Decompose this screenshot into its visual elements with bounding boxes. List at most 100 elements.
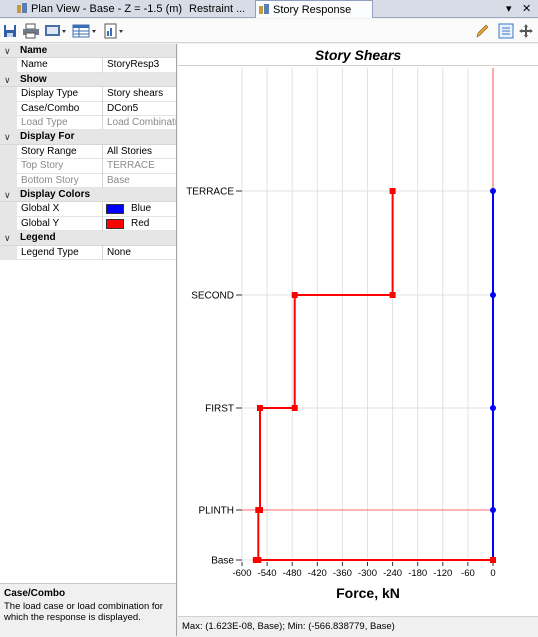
tab-plan-view[interactable]: Plan View - Base - Z = -1.5 (m) xyxy=(14,0,184,18)
tab-story-response-label: Story Response xyxy=(273,4,352,16)
category-name[interactable]: ∨ Name xyxy=(0,44,176,59)
tab-story-response[interactable]: Story Response xyxy=(255,0,373,18)
category-display-colors[interactable]: ∨ Display Colors xyxy=(0,188,176,203)
x-tick-label: -120 xyxy=(433,568,452,579)
color-swatch-blue[interactable] xyxy=(106,204,124,215)
column-divider xyxy=(102,144,103,160)
data-point xyxy=(490,557,496,563)
row-gutter xyxy=(0,144,17,160)
category-legend[interactable]: ∨ Legend xyxy=(0,231,176,246)
data-point xyxy=(490,405,496,411)
x-tick-label: -300 xyxy=(358,568,377,579)
chart-plot[interactable]: -600 -540 -480 -420 -360 -300 -240 -180 -120 -60 0… xyxy=(178,44,538,616)
building-icon xyxy=(17,3,27,13)
pan-icon[interactable] xyxy=(518,23,534,39)
property-row-global-y[interactable]: Global Y Red xyxy=(0,216,176,232)
status-bar: Max: (1.623E-08, Base); Min: (-566.83877… xyxy=(178,616,538,636)
property-row-global-x[interactable]: Global X Blue xyxy=(0,202,176,217)
color-swatch-red[interactable] xyxy=(106,218,124,229)
building-icon xyxy=(259,4,269,14)
story-label: FIRST xyxy=(205,404,234,415)
row-gutter xyxy=(0,116,17,131)
property-label: Case/Combo xyxy=(21,102,80,114)
column-divider xyxy=(102,173,103,188)
property-label: Bottom Story xyxy=(21,174,79,186)
category-display-for-label: Display For xyxy=(20,131,75,143)
row-gutter xyxy=(0,202,17,217)
pencil-icon[interactable] xyxy=(475,23,489,39)
collapse-chevron-icon[interactable]: ∨ xyxy=(4,233,11,244)
data-point xyxy=(255,507,262,513)
row-gutter xyxy=(0,245,17,260)
property-label: Load Type xyxy=(21,117,68,128)
data-point xyxy=(256,405,263,411)
tab-menu-chevron-down-icon[interactable]: ▾ xyxy=(506,3,512,15)
property-value[interactable]: None xyxy=(107,246,131,258)
column-divider xyxy=(102,159,103,174)
collapse-chevron-icon[interactable]: ∨ xyxy=(4,132,11,143)
property-row-name[interactable]: Name StoryResp3 xyxy=(0,58,176,73)
category-display-for[interactable]: ∨ Display For xyxy=(0,130,176,145)
property-row-legend-type[interactable]: Legend Type None xyxy=(0,245,176,260)
property-label: Global Y xyxy=(21,217,60,229)
category-show[interactable]: ∨ Show xyxy=(0,72,176,88)
property-value[interactable]: DCon5 xyxy=(107,102,139,114)
property-value: Base xyxy=(107,174,130,186)
tab-plan-view-label: Plan View - Base - Z = -1.5 (m) xyxy=(31,3,183,15)
x-tick-label: -360 xyxy=(333,568,352,579)
display-options-icon[interactable] xyxy=(44,23,68,39)
property-label: Story Range xyxy=(21,145,77,157)
report-icon[interactable] xyxy=(103,23,125,39)
row-gutter xyxy=(0,87,17,102)
property-row-bottom-story: Bottom Story Base xyxy=(0,173,176,188)
save-icon[interactable] xyxy=(3,23,17,39)
property-row-story-range[interactable]: Story Range All Stories xyxy=(0,144,176,160)
row-gutter xyxy=(0,216,17,232)
document-tab-strip: Plan View - Base - Z = -1.5 (m) Restrain… xyxy=(0,0,538,18)
data-point xyxy=(490,188,496,194)
color-name: Blue xyxy=(131,203,152,215)
category-show-label: Show xyxy=(20,73,47,85)
column-divider xyxy=(102,202,103,217)
x-tick-label: -480 xyxy=(283,568,302,579)
tab-restraint[interactable]: Restraint ... xyxy=(187,0,251,18)
print-icon[interactable] xyxy=(22,23,40,39)
column-divider xyxy=(102,87,103,102)
column-divider xyxy=(102,101,103,116)
list-icon[interactable] xyxy=(498,23,514,39)
property-description-box: Case/Combo The load case or load combina… xyxy=(0,583,176,636)
data-point xyxy=(490,507,496,513)
x-tick-label: -180 xyxy=(408,568,427,579)
property-row-case-combo[interactable]: Case/Combo DCon5 xyxy=(0,101,176,116)
description-text: The load case or load combination for wh… xyxy=(4,601,163,623)
story-label: PLINTH xyxy=(198,506,234,517)
story-response-chart: Story Shears -600 -540 -480 -420 -360 -300 -24… xyxy=(178,44,538,636)
row-gutter xyxy=(0,101,17,116)
series-line-global-y xyxy=(255,191,493,561)
data-point xyxy=(389,188,396,194)
property-row-display-type[interactable]: Display Type Story shears xyxy=(0,87,176,102)
column-divider xyxy=(102,245,103,260)
row-gutter xyxy=(0,159,17,174)
data-point xyxy=(291,405,298,411)
property-value[interactable]: Story shears xyxy=(107,88,164,100)
data-point xyxy=(389,292,396,298)
row-gutter xyxy=(0,173,17,188)
collapse-chevron-icon[interactable]: ∨ xyxy=(4,46,11,56)
property-value: TERRACE xyxy=(107,160,155,172)
property-row-top-story: Top Story TERRACE xyxy=(0,159,176,174)
property-value[interactable]: All Stories xyxy=(107,145,153,157)
x-tick-label: 0 xyxy=(490,568,495,579)
collapse-chevron-icon[interactable]: ∨ xyxy=(4,74,11,85)
property-grid: ∨ Name Name StoryResp3 ∨ Show Display Ty… xyxy=(0,44,177,636)
data-point xyxy=(291,292,298,298)
collapse-chevron-icon[interactable]: ∨ xyxy=(4,190,11,200)
close-tab-icon[interactable]: ✕ xyxy=(522,3,532,15)
category-name-label: Name xyxy=(20,45,48,56)
property-label: Name xyxy=(21,59,48,71)
column-divider xyxy=(102,116,103,131)
story-label: SECOND xyxy=(191,291,234,302)
property-value[interactable]: StoryResp3 xyxy=(107,59,160,71)
table-icon[interactable] xyxy=(72,23,98,39)
chart-title: Story Shears xyxy=(178,44,538,66)
